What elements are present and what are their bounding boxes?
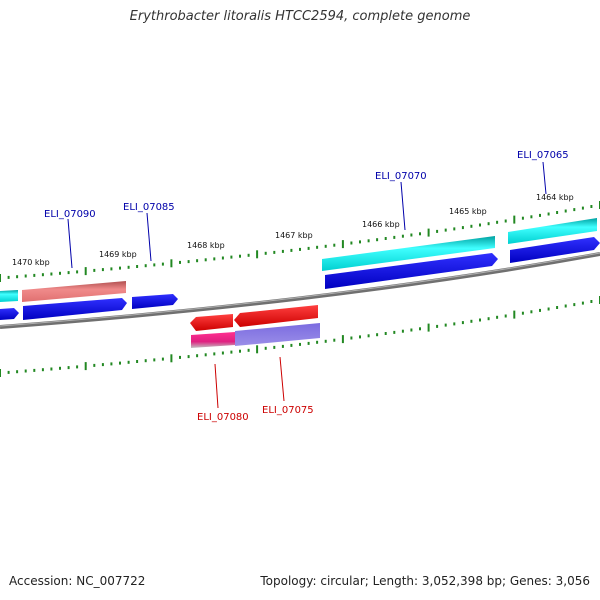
label-ELI_07065[interactable]: ELI_07065 <box>517 150 569 161</box>
scale-label-1467: 1467 kbp <box>275 231 313 240</box>
genome-backbone <box>0 252 600 329</box>
gene-ELI_07085[interactable] <box>132 294 178 309</box>
lower-scale <box>0 296 600 377</box>
label-ELI_07090[interactable]: ELI_07090 <box>44 209 96 220</box>
gene-ELI_07090-cds[interactable] <box>22 281 126 302</box>
leader-ELI_07080 <box>214 363 219 409</box>
leader-ELI_07065 <box>542 161 547 195</box>
leader-ELI_07085 <box>146 212 152 262</box>
forward-genes <box>0 218 600 320</box>
topology-text: Topology: circular; Length: 3,052,398 bp… <box>260 574 590 588</box>
leader-ELI_07075 <box>279 356 285 402</box>
label-ELI_07080[interactable]: ELI_07080 <box>197 412 249 423</box>
label-ELI_07070[interactable]: ELI_07070 <box>375 171 427 182</box>
reverse-genes <box>190 305 320 348</box>
label-ELI_07075[interactable]: ELI_07075 <box>262 405 314 416</box>
label-ELI_07085[interactable]: ELI_07085 <box>123 202 175 213</box>
scale-label-1470: 1470 kbp <box>12 258 50 267</box>
genome-title: Erythrobacter litoralis HTCC2594, comple… <box>129 9 471 24</box>
gene-ELI_07075-cds[interactable] <box>235 323 320 346</box>
leader-ELI_07090 <box>67 218 73 269</box>
gene-ELI_07075[interactable] <box>234 305 318 327</box>
scale-label-1464: 1464 kbp <box>536 193 574 202</box>
scale-label-1468: 1468 kbp <box>187 241 225 250</box>
gene-ELI_07070[interactable] <box>325 253 498 289</box>
scale-label-1466: 1466 kbp <box>362 220 400 229</box>
accession-text: Accession: NC_007722 <box>9 574 146 588</box>
gene-ELI_07080[interactable] <box>190 314 233 331</box>
leader-ELI_07070 <box>400 181 406 231</box>
scale-label-1465: 1465 kbp <box>449 207 487 216</box>
gene-cyan-left[interactable] <box>0 290 18 302</box>
scale-label-1469: 1469 kbp <box>99 250 137 259</box>
gene-ELI_07080-cds[interactable] <box>191 332 235 348</box>
gene-ELI_07090[interactable] <box>23 298 127 320</box>
gene-ELI_07065-cds[interactable] <box>508 218 597 244</box>
gene-ELI_07070-cds[interactable] <box>322 236 495 271</box>
upper-scale <box>0 201 600 282</box>
gene-ELI_07065[interactable] <box>510 237 600 263</box>
gene-blue-left[interactable] <box>0 308 19 320</box>
